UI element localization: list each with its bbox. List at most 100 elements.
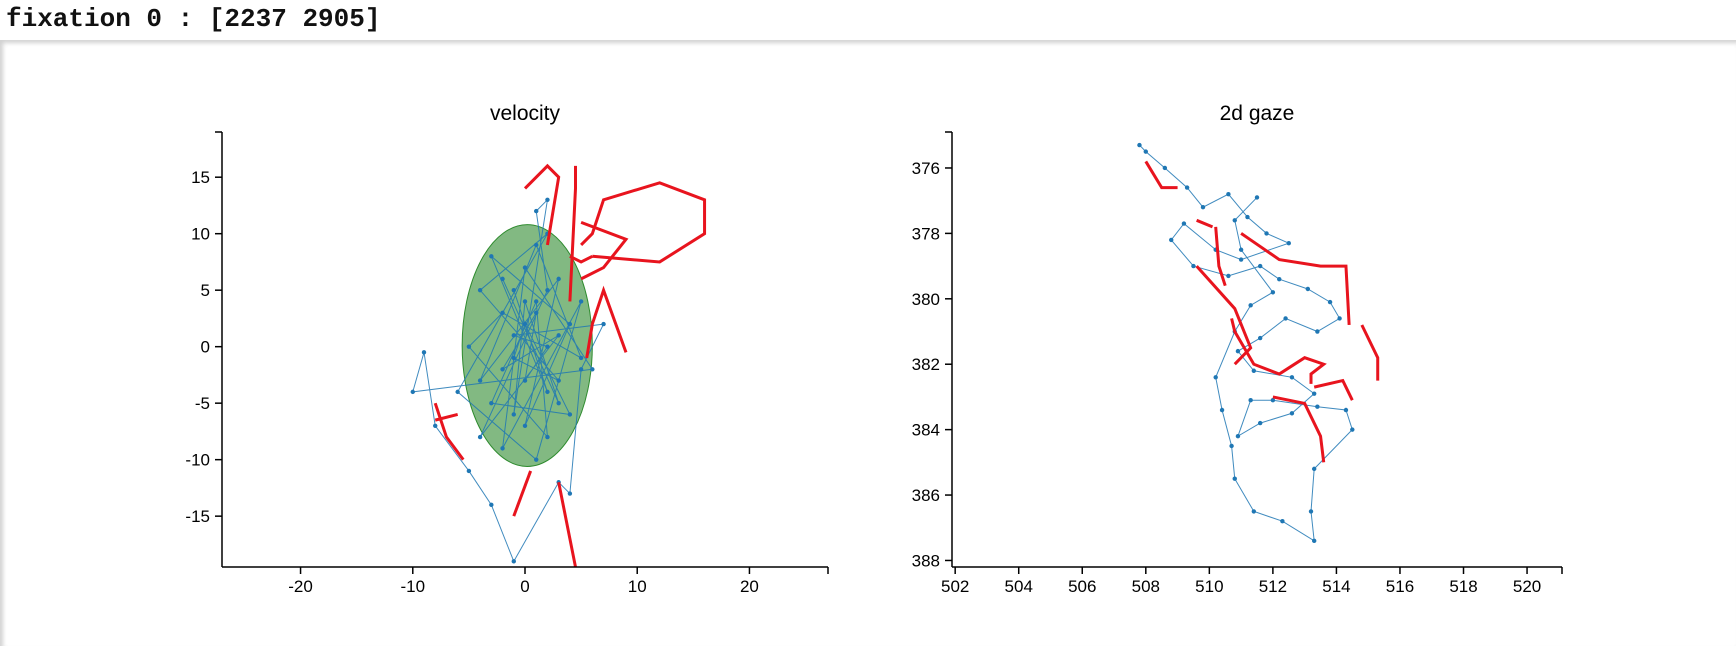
y-tick-label: 380 (912, 290, 940, 309)
sample-point (601, 321, 606, 327)
sample-point (567, 491, 573, 496)
sample-point (556, 378, 561, 383)
sample-point (477, 378, 483, 383)
sample-point (1238, 247, 1244, 252)
sample-point (545, 344, 550, 349)
sample-point (534, 299, 539, 304)
y-tick-label: -5 (195, 394, 210, 413)
sample-point (545, 434, 550, 440)
x-tick-label: 520 (1513, 577, 1541, 596)
sample-point (511, 333, 516, 338)
sample-point (534, 208, 539, 214)
sample-point (455, 389, 460, 395)
sample-point (1232, 218, 1237, 223)
sample-point (545, 389, 550, 395)
saccade-segment (1313, 378, 1354, 401)
sample-point (1257, 263, 1263, 269)
sample-point (534, 457, 539, 462)
chart-data-area (410, 163, 707, 568)
y-tick-label: 384 (912, 421, 940, 440)
x-tick-label: -10 (400, 577, 425, 596)
sample-point (1327, 299, 1333, 305)
sample-point (1251, 368, 1257, 373)
sample-point (1235, 348, 1241, 354)
x-tick-label: -20 (288, 577, 313, 596)
saccade-segment (580, 181, 707, 264)
sample-point (1235, 433, 1241, 439)
sample-point (1311, 391, 1317, 396)
y-tick-label: 376 (912, 159, 940, 178)
saccade-segment (1214, 226, 1227, 287)
sample-point (567, 412, 573, 417)
y-tick-label: -15 (185, 507, 210, 526)
y-tick-label: 382 (912, 355, 940, 374)
sample-point (1162, 165, 1168, 171)
sample-point (590, 367, 595, 372)
sample-point (522, 265, 528, 270)
sample-point (1257, 420, 1263, 426)
x-tick-label: 0 (520, 577, 529, 596)
sample-point (578, 367, 584, 372)
y-tick-label: 386 (912, 486, 940, 505)
sample-point (511, 412, 516, 417)
x-tick-label: 516 (1386, 577, 1414, 596)
sample-point (1200, 205, 1206, 210)
saccade-segment (434, 413, 459, 422)
saccade-segment (580, 220, 629, 281)
sample-point (1277, 276, 1282, 282)
x-tick-label: 512 (1259, 577, 1287, 596)
sample-point (1283, 316, 1288, 321)
sample-point (1270, 290, 1276, 295)
sample-point (556, 400, 561, 406)
sample-point (556, 276, 561, 282)
sample-point (489, 502, 494, 508)
saccade-segment (585, 285, 628, 359)
saccade-segment (1196, 218, 1214, 229)
sample-point (1343, 407, 1349, 413)
sample-point (1226, 273, 1231, 279)
sample-point (511, 287, 516, 293)
sample-point (1257, 335, 1263, 341)
samples-line (1139, 144, 1353, 542)
sample-point (1238, 257, 1244, 262)
sample-point (1229, 443, 1234, 449)
saccade-segment (1144, 160, 1178, 190)
sample-point (534, 310, 539, 315)
y-tick-label: 5 (201, 281, 210, 300)
sample-point (545, 287, 550, 293)
sample-point (1280, 519, 1285, 524)
sample-point (500, 276, 505, 282)
sample-point (1184, 185, 1190, 190)
sample-point (489, 254, 494, 259)
samples-line (412, 198, 605, 563)
x-tick-label: 502 (941, 577, 969, 596)
sample-point (500, 367, 505, 372)
fixation-header: fixation 0 : [2237 2905] (6, 4, 381, 34)
sample-point (556, 333, 561, 338)
sample-point (522, 423, 528, 428)
sample-point (410, 389, 415, 395)
sample-point (1248, 303, 1253, 308)
sample-point (1289, 375, 1295, 380)
sample-point (1305, 286, 1311, 292)
saccade-segment (512, 470, 533, 517)
sample-point (1254, 195, 1260, 200)
y-tick-label: 10 (191, 225, 210, 244)
sample-point (1169, 237, 1174, 243)
chart-title: 2d gaze (1220, 102, 1295, 125)
sample-point (466, 468, 472, 474)
sample-point (511, 559, 516, 564)
saccade-segment (557, 481, 577, 568)
sample-point (489, 400, 494, 406)
y-tick-label: 0 (201, 338, 210, 357)
y-tick-label: 15 (191, 168, 210, 187)
sample-point (534, 242, 539, 248)
sample-point (500, 446, 505, 451)
y-tick-label: 388 (912, 551, 940, 570)
sample-point (1181, 221, 1187, 226)
x-tick-label: 506 (1068, 577, 1096, 596)
sample-point (1264, 231, 1269, 236)
sample-point (1251, 509, 1257, 514)
sample-point (477, 434, 483, 440)
plots-figure: velocity -20 -10 0 10 20 15 10 5 0 -5 -10 -15 2d gaze… (185, 102, 1563, 596)
